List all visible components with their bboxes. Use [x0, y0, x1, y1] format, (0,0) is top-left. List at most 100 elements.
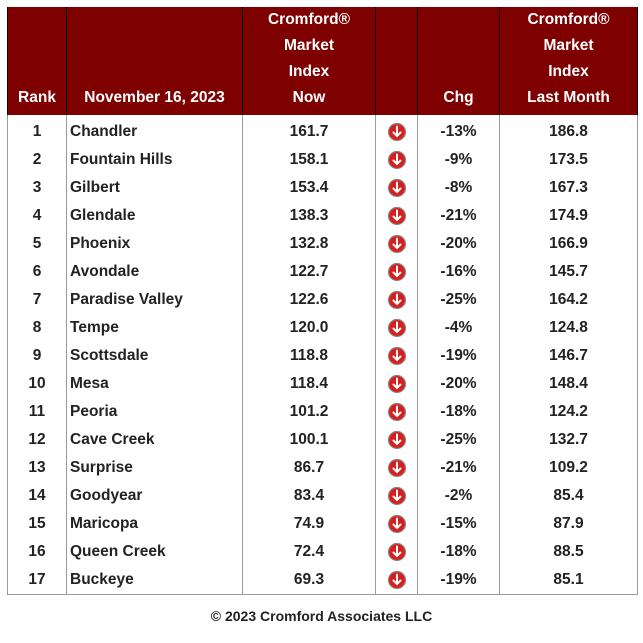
down-arrow-icon: [387, 318, 406, 338]
name: Fountain Hills: [66, 146, 243, 174]
down-arrow-icon: [387, 206, 406, 226]
header-rank: Rank: [7, 7, 67, 115]
chg: -20%: [417, 370, 500, 398]
down-arrow-icon: [387, 122, 406, 142]
icon-cell: [375, 258, 418, 286]
icon-cell: [375, 314, 418, 342]
chg: -18%: [417, 538, 500, 566]
chg: -21%: [417, 454, 500, 482]
header-chg: Chg: [417, 7, 500, 115]
rank: 16: [7, 538, 67, 566]
index-last: 85.1: [499, 566, 638, 595]
market-table: Rank November 16, 2023 Cromford® Market In…: [7, 7, 638, 595]
index-now: 158.1: [242, 146, 376, 174]
index-now: 86.7: [242, 454, 376, 482]
rank: 8: [7, 314, 67, 342]
index-last: 148.4: [499, 370, 638, 398]
index-now: 161.7: [242, 115, 376, 146]
header-line: Last Month: [527, 89, 610, 106]
down-arrow-icon: [387, 346, 406, 366]
name: Phoenix: [66, 230, 243, 258]
header-line: Cromford®: [267, 11, 351, 28]
index-last: 166.9: [499, 230, 638, 258]
icon-cell: [375, 510, 418, 538]
index-last: 132.7: [499, 426, 638, 454]
index-now: 138.3: [242, 202, 376, 230]
name: Scottsdale: [66, 342, 243, 370]
down-arrow-icon: [387, 150, 406, 170]
index-now: 101.2: [242, 398, 376, 426]
down-arrow-icon: [387, 486, 406, 506]
chg: -4%: [417, 314, 500, 342]
icon-cell: [375, 398, 418, 426]
table-row: 15 Maricopa 74.9 -15% 87.9: [7, 510, 638, 538]
index-last: 124.2: [499, 398, 638, 426]
index-now: 72.4: [242, 538, 376, 566]
rank: 14: [7, 482, 67, 510]
index-last: 85.4: [499, 482, 638, 510]
down-arrow-icon: [387, 374, 406, 394]
header-line: Market: [543, 37, 594, 54]
table-row: 11 Peoria 101.2 -18% 124.2: [7, 398, 638, 426]
index-last: 173.5: [499, 146, 638, 174]
icon-cell: [375, 342, 418, 370]
header-line: Index: [548, 63, 589, 80]
index-now: 74.9: [242, 510, 376, 538]
icon-cell: [375, 174, 418, 202]
rank: 2: [7, 146, 67, 174]
index-now: 153.4: [242, 174, 376, 202]
icon-cell: [375, 454, 418, 482]
index-now: 122.6: [242, 286, 376, 314]
chg: -8%: [417, 174, 500, 202]
index-now: 120.0: [242, 314, 376, 342]
down-arrow-icon: [387, 570, 406, 590]
chg: -2%: [417, 482, 500, 510]
name: Cave Creek: [66, 426, 243, 454]
name: Mesa: [66, 370, 243, 398]
down-arrow-icon: [387, 178, 406, 198]
rank: 12: [7, 426, 67, 454]
header-line: Now: [292, 89, 326, 106]
icon-cell: [375, 146, 418, 174]
rank: 17: [7, 566, 67, 595]
name: Paradise Valley: [66, 286, 243, 314]
index-now: 122.7: [242, 258, 376, 286]
down-arrow-icon: [387, 234, 406, 254]
chg: -21%: [417, 202, 500, 230]
index-last: 88.5: [499, 538, 638, 566]
name: Avondale: [66, 258, 243, 286]
index-last: 124.8: [499, 314, 638, 342]
header-line: Index: [288, 63, 330, 80]
table-row: 10 Mesa 118.4 -20% 148.4: [7, 370, 638, 398]
table-row: 7 Paradise Valley 122.6 -25% 164.2: [7, 286, 638, 314]
rank: 9: [7, 342, 67, 370]
chg: -13%: [417, 115, 500, 146]
chg: -9%: [417, 146, 500, 174]
icon-cell: [375, 230, 418, 258]
rank: 11: [7, 398, 67, 426]
index-now: 69.3: [242, 566, 376, 595]
icon-cell: [375, 202, 418, 230]
down-arrow-icon: [387, 430, 406, 450]
index-now: 118.4: [242, 370, 376, 398]
index-last: 145.7: [499, 258, 638, 286]
name: Buckeye: [66, 566, 243, 595]
index-last: 164.2: [499, 286, 638, 314]
name: Surprise: [66, 454, 243, 482]
rank: 10: [7, 370, 67, 398]
name: Goodyear: [66, 482, 243, 510]
table-row: 6 Avondale 122.7 -16% 145.7: [7, 258, 638, 286]
chg: -20%: [417, 230, 500, 258]
header-row: Rank November 16, 2023 Cromford® Market In…: [7, 7, 638, 115]
rank: 4: [7, 202, 67, 230]
chg: -19%: [417, 566, 500, 595]
index-last: 109.2: [499, 454, 638, 482]
icon-cell: [375, 482, 418, 510]
rank: 15: [7, 510, 67, 538]
table-row: 4 Glendale 138.3 -21% 174.9: [7, 202, 638, 230]
rank: 7: [7, 286, 67, 314]
chg: -25%: [417, 426, 500, 454]
name: Queen Creek: [66, 538, 243, 566]
index-last: 174.9: [499, 202, 638, 230]
header-icon: [375, 7, 418, 115]
